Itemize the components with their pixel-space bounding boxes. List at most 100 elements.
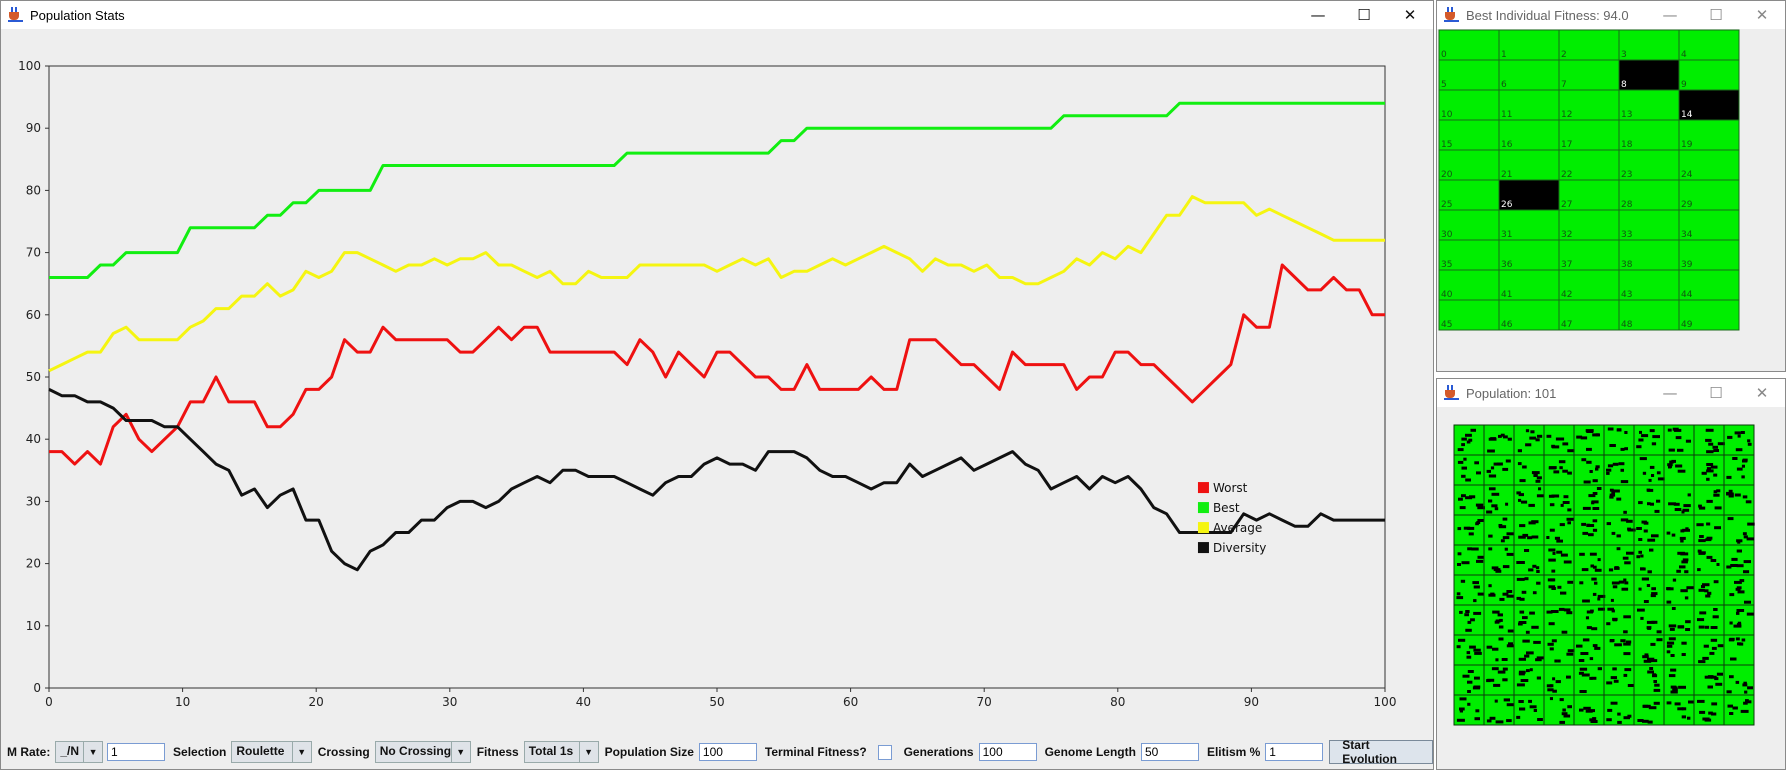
close-button[interactable]: ✕	[1755, 6, 1769, 24]
gene-mark	[1715, 682, 1723, 686]
gene-mark	[1617, 712, 1621, 716]
gene-mark	[1499, 597, 1505, 601]
start-evolution-button[interactable]: Start Evolution	[1329, 738, 1433, 766]
gene-mark	[1624, 581, 1629, 585]
genome-length-input[interactable]	[1140, 743, 1199, 761]
gene-mark	[1528, 503, 1535, 507]
gene-mark	[1667, 463, 1673, 467]
gene-mark	[1685, 620, 1691, 624]
gene-mark	[1698, 625, 1705, 629]
minimize-button[interactable]: —	[1310, 6, 1326, 24]
legend-swatch-best	[1197, 502, 1209, 514]
gene-mark	[1705, 438, 1712, 442]
gene-mark	[1474, 717, 1480, 721]
gene-mark	[1516, 491, 1521, 495]
gene-mark	[1566, 611, 1573, 615]
gene-mark	[1547, 688, 1554, 692]
gene-mark	[1465, 628, 1472, 632]
gene-mark	[1650, 642, 1656, 646]
generations-input[interactable]	[978, 743, 1037, 761]
gene-mark	[1666, 600, 1672, 604]
gene-mark	[1606, 522, 1611, 526]
gene-mark	[1457, 552, 1462, 556]
gene-mark	[1747, 439, 1751, 443]
genome-cell	[1678, 269, 1740, 301]
gene-mark	[1711, 646, 1717, 650]
gene-mark	[1616, 547, 1621, 551]
chevron-down-icon: ▼	[83, 742, 102, 762]
gene-mark	[1495, 720, 1504, 724]
gene-mark	[1650, 594, 1656, 598]
gene-mark	[1734, 493, 1741, 497]
gene-mark	[1612, 667, 1617, 671]
gene-mark	[1536, 494, 1545, 498]
java-cup-icon	[1444, 385, 1460, 401]
genome-cell-label: 48	[1621, 320, 1633, 330]
gene-mark	[1582, 599, 1590, 603]
gene-mark	[1706, 469, 1714, 473]
genome-cell-label: 28	[1621, 200, 1633, 210]
gene-mark	[1649, 548, 1654, 552]
genome-cell-label: 49	[1681, 320, 1693, 330]
selection-select-value: Roulette	[236, 744, 285, 758]
close-button[interactable]: ✕	[1403, 6, 1417, 24]
genome-cell	[1558, 29, 1620, 61]
genome-cell	[1438, 119, 1500, 151]
genome-cell	[1678, 119, 1740, 151]
gene-mark	[1624, 447, 1628, 451]
java-cup-icon	[1444, 7, 1460, 23]
gene-mark	[1732, 706, 1738, 710]
maximize-button[interactable]: ☐	[1709, 6, 1723, 24]
gene-mark	[1557, 659, 1561, 663]
selection-select[interactable]: Roulette ▼	[231, 741, 312, 763]
maximize-button[interactable]: ☐	[1709, 384, 1723, 402]
gene-mark	[1737, 642, 1742, 646]
gene-mark	[1606, 622, 1611, 626]
gene-mark	[1737, 434, 1741, 438]
gene-mark	[1714, 677, 1719, 681]
crossing-select[interactable]: No Crossing ▼	[374, 741, 471, 763]
gene-mark	[1592, 492, 1598, 495]
gene-mark	[1519, 524, 1526, 528]
genome-cell	[1438, 149, 1500, 181]
gene-mark	[1681, 510, 1685, 514]
gene-mark	[1743, 570, 1750, 574]
gene-mark	[1668, 448, 1675, 452]
fitness-select[interactable]: Total 1s ▼	[523, 741, 599, 763]
population-window: Population: 101 — ☐ ✕	[1436, 378, 1786, 770]
close-button[interactable]: ✕	[1755, 384, 1769, 402]
gene-mark	[1549, 647, 1554, 651]
gene-mark	[1518, 498, 1522, 502]
crossing-select-value: No Crossing	[379, 744, 451, 758]
best-titlebar[interactable]: Best Individual Fitness: 94.0 — ☐ ✕	[1437, 1, 1785, 29]
crossing-label: Crossing	[317, 745, 370, 759]
mrate-select[interactable]: _/N ▼	[55, 741, 104, 763]
terminal-fitness-checkbox[interactable]	[877, 744, 892, 760]
mrate-input[interactable]	[107, 743, 166, 761]
gene-mark	[1524, 577, 1529, 581]
gene-mark	[1559, 720, 1565, 724]
genome-cell	[1678, 59, 1740, 91]
population-size-input[interactable]	[698, 743, 757, 761]
genome-cell	[1498, 29, 1560, 61]
gene-mark	[1591, 676, 1597, 680]
gene-mark	[1546, 610, 1553, 614]
population-titlebar[interactable]: Population: 101 — ☐ ✕	[1437, 379, 1785, 407]
gene-mark	[1558, 460, 1566, 464]
gene-mark	[1493, 568, 1501, 572]
gene-mark	[1504, 547, 1508, 551]
gene-mark	[1706, 463, 1714, 466]
gene-mark	[1674, 702, 1681, 706]
gene-mark	[1501, 658, 1508, 661]
main-titlebar[interactable]: Population Stats — ☐ ✕	[1, 1, 1433, 29]
genome-cell-label: 44	[1681, 290, 1693, 300]
gene-mark	[1525, 429, 1530, 433]
maximize-button[interactable]: ☐	[1357, 6, 1371, 24]
gene-mark	[1581, 568, 1589, 572]
gene-mark	[1653, 680, 1657, 683]
minimize-button[interactable]: —	[1662, 384, 1678, 402]
chevron-down-icon: ▼	[291, 742, 311, 762]
elitism-input[interactable]	[1265, 743, 1324, 761]
minimize-button[interactable]: —	[1662, 6, 1678, 24]
